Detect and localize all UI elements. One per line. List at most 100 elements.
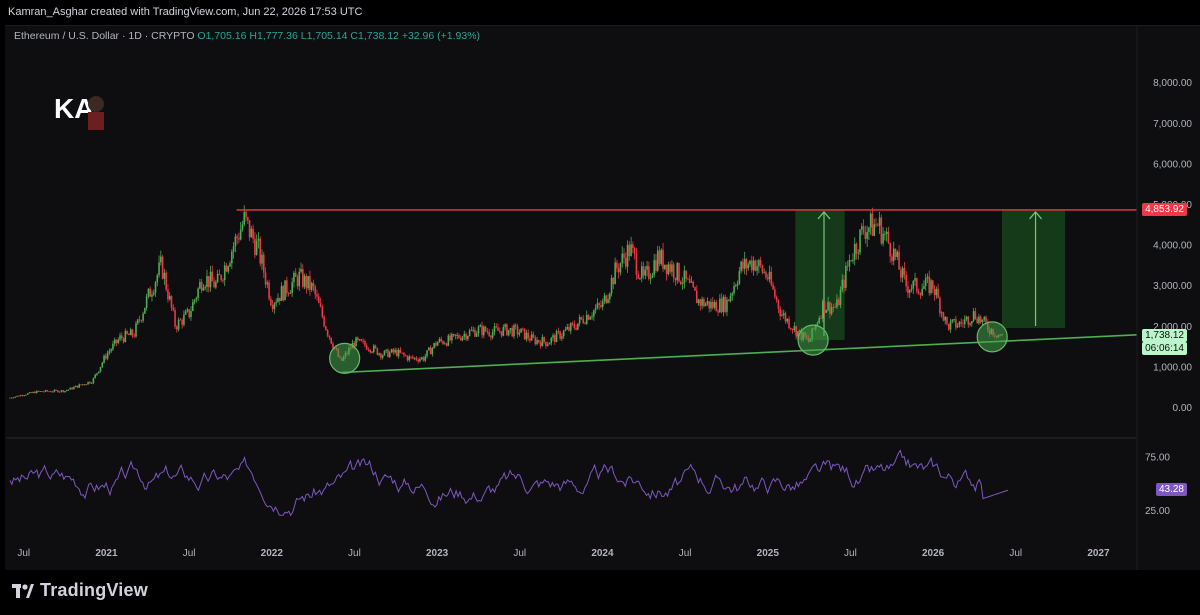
candle-body	[683, 270, 686, 284]
candle-body	[900, 269, 902, 278]
candle-body	[46, 390, 49, 392]
candle-body	[392, 349, 395, 353]
candle-body	[912, 280, 915, 289]
candle-body	[841, 279, 844, 290]
candle-body	[115, 339, 118, 344]
candle-body	[195, 297, 198, 300]
price-change: +32.96 (+1.93%)	[401, 30, 481, 42]
candle-body	[30, 392, 33, 394]
candle-body	[207, 276, 210, 288]
candle-body	[177, 319, 180, 330]
candle-body	[126, 330, 128, 334]
rsi-axis-label: 75.00	[1145, 452, 1170, 463]
candle-body	[179, 319, 182, 321]
candle-body	[949, 321, 952, 330]
candle-body	[19, 395, 22, 397]
candle-body	[223, 265, 226, 281]
candle-body	[55, 389, 57, 391]
candle-body	[305, 275, 308, 289]
time-axis-label: 2027	[1087, 548, 1110, 559]
candle-body	[947, 323, 950, 330]
candle-body	[470, 330, 473, 332]
chart-area[interactable]	[5, 25, 1200, 571]
candle-body	[58, 391, 61, 393]
candle-body	[978, 316, 980, 324]
candle-body	[545, 341, 547, 346]
candle-body	[612, 277, 615, 285]
candle-body	[605, 295, 608, 303]
candle-body	[296, 276, 299, 287]
candle-body	[559, 331, 561, 339]
candle-body	[85, 384, 88, 386]
candle-body	[488, 332, 490, 336]
candle-body	[463, 333, 466, 337]
candle-body	[497, 327, 499, 331]
candle-body	[358, 339, 361, 341]
candle-body	[816, 323, 819, 325]
candle-body	[955, 319, 957, 328]
candle-body	[694, 286, 696, 291]
touch-point-marker	[976, 321, 1008, 353]
candle-body	[491, 332, 494, 338]
candle-body	[821, 301, 824, 319]
support-trendline[interactable]	[340, 334, 1138, 374]
tradingview-logo[interactable]: TradingView	[12, 580, 148, 601]
candle-body	[855, 243, 858, 254]
candle-body	[525, 332, 528, 340]
candle-body	[687, 278, 689, 280]
candle-body	[18, 395, 20, 397]
candle-body	[836, 299, 838, 308]
candle-body	[720, 298, 723, 313]
ohlc-open: O1,705.16	[197, 30, 247, 42]
candle-body	[443, 343, 446, 345]
candle-body	[946, 316, 948, 324]
candle-body	[596, 303, 599, 309]
candle-body	[199, 281, 201, 289]
time-axis-label: Jul	[1009, 548, 1022, 559]
candle-body	[896, 251, 899, 258]
candle-body	[979, 316, 982, 323]
candle-body	[910, 288, 913, 290]
attribution-header: Kamran_Asghar created with TradingView.c…	[0, 0, 1200, 25]
candle-body	[10, 397, 13, 399]
candle-body	[562, 330, 565, 337]
price-axis-label: 4,000.00	[1153, 241, 1192, 252]
candle-body	[158, 262, 160, 276]
tradingview-mark-icon	[12, 583, 34, 598]
candle-body	[942, 312, 945, 321]
candle-body	[747, 264, 750, 269]
candle-body	[887, 231, 890, 244]
attribution-text: Kamran_Asghar created with TradingView.c…	[8, 6, 363, 18]
candle-body	[264, 272, 267, 285]
candle-body	[28, 392, 31, 394]
candle-body	[522, 328, 524, 330]
time-axis-label: Jul	[183, 548, 196, 559]
candle-body	[630, 244, 632, 256]
candle-body	[635, 253, 638, 275]
candle-body	[591, 316, 593, 318]
candle-body	[722, 296, 725, 313]
candle-body	[951, 319, 954, 322]
candle-body	[940, 312, 943, 314]
candle-body	[781, 314, 783, 316]
candle-body	[649, 277, 652, 279]
candle-body	[530, 334, 533, 341]
candle-body	[740, 261, 742, 272]
candle-body	[431, 347, 434, 355]
candle-body	[168, 296, 171, 300]
candle-body	[103, 355, 105, 363]
candle-body	[864, 232, 867, 239]
candle-body	[617, 268, 620, 273]
candle-body	[923, 285, 925, 290]
candle-body	[117, 339, 120, 344]
candle-body	[110, 349, 112, 352]
candle-body	[539, 342, 542, 347]
candle-body	[131, 329, 134, 336]
candle-body	[850, 260, 852, 261]
candle-body	[119, 335, 121, 340]
candle-body	[381, 355, 384, 358]
candle-body	[974, 311, 977, 319]
candle-body	[924, 278, 927, 286]
candle-body	[215, 282, 217, 288]
